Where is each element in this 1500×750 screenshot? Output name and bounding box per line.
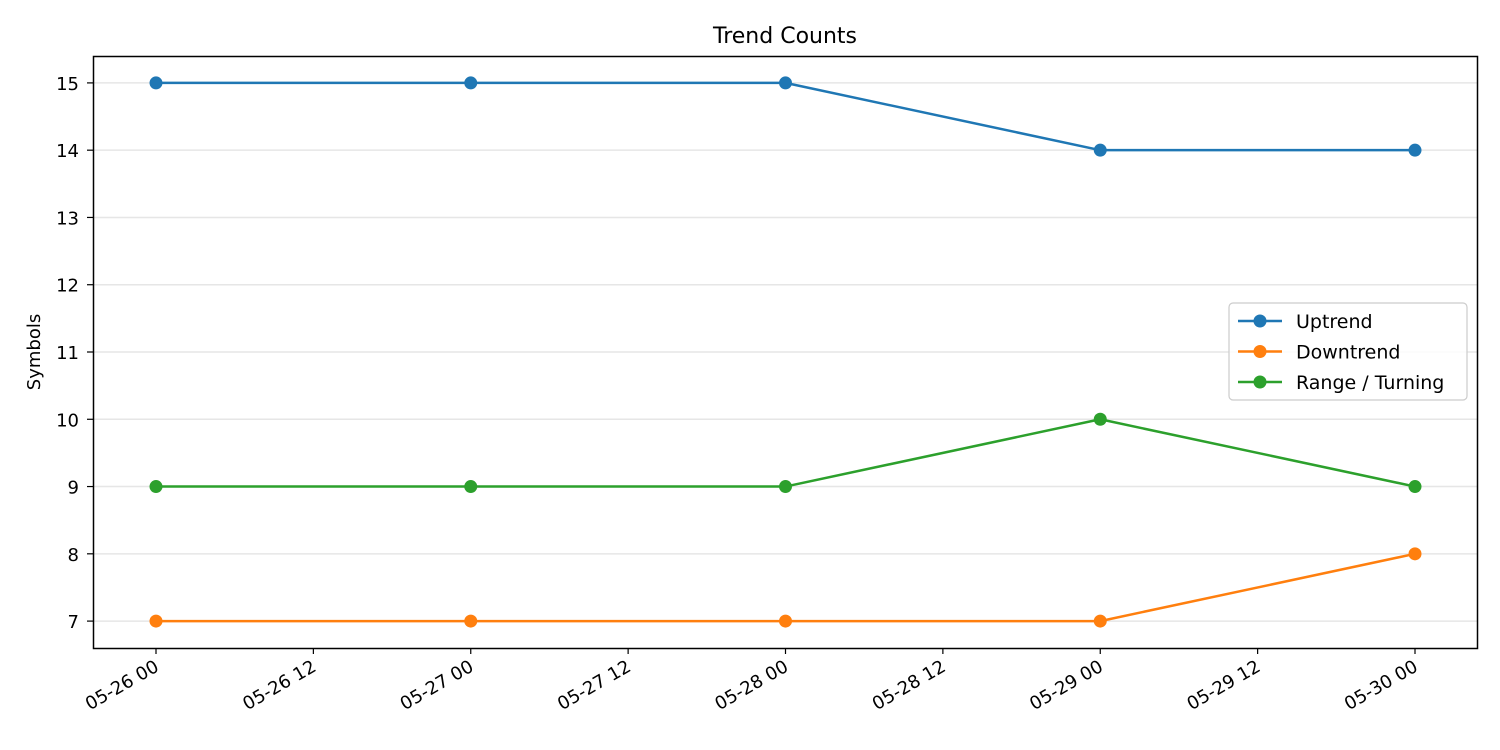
x-tick-label: 05-26 00 xyxy=(82,656,163,715)
legend-label: Range / Turning xyxy=(1296,372,1444,394)
data-point xyxy=(1408,547,1422,561)
data-point xyxy=(149,480,163,494)
y-tick-label: 15 xyxy=(56,74,79,95)
legend-swatch-marker xyxy=(1253,345,1267,358)
data-point xyxy=(464,480,478,494)
data-point xyxy=(464,614,478,628)
data-point xyxy=(464,76,478,90)
x-tick-label: 05-29 00 xyxy=(1026,656,1107,715)
series-layer xyxy=(149,76,1422,628)
x-tick-label: 05-28 00 xyxy=(711,656,792,715)
y-axis-label: Symbols xyxy=(24,314,45,390)
x-tick-label: 05-29 12 xyxy=(1184,656,1265,715)
data-point xyxy=(1408,143,1422,157)
x-tick-label: 05-27 00 xyxy=(397,656,478,715)
y-tick-label: 9 xyxy=(68,478,79,499)
y-tick-label: 12 xyxy=(56,276,79,297)
y-tick-label: 11 xyxy=(56,343,79,364)
legend-swatch-marker xyxy=(1253,314,1267,328)
y-tick-label: 13 xyxy=(56,208,79,229)
data-point xyxy=(779,76,792,90)
legend-label: Downtrend xyxy=(1296,342,1400,364)
x-tick-label: 05-30 00 xyxy=(1341,656,1422,715)
series-line xyxy=(156,552,1416,623)
data-point xyxy=(149,614,163,628)
data-point xyxy=(149,76,163,90)
chart-title: Trend Counts xyxy=(712,24,857,49)
y-tick-label: 8 xyxy=(68,545,79,566)
y-tick-label: 10 xyxy=(56,410,79,431)
axis-ticks: 7 8 9 10 11 12 13 14 15 05-26 00 05-26 12 05-27 00 0… xyxy=(56,74,1421,715)
data-point xyxy=(779,480,792,494)
legend: Uptrend Downtrend Range / Turning xyxy=(1228,302,1468,401)
series-line xyxy=(156,81,1415,152)
data-point xyxy=(1093,412,1107,426)
data-point xyxy=(1093,143,1107,157)
legend-label: Uptrend xyxy=(1296,311,1373,333)
y-tick-label: 14 xyxy=(56,141,79,162)
x-tick-label: 05-28 12 xyxy=(869,656,950,715)
series-line xyxy=(156,418,1416,488)
x-tick-label: 05-27 12 xyxy=(554,656,635,715)
legend-frame xyxy=(1228,302,1468,401)
data-point xyxy=(779,614,792,628)
legend-swatch-marker xyxy=(1253,375,1267,389)
data-point xyxy=(1408,480,1422,494)
data-point xyxy=(1093,614,1107,628)
y-tick-label: 7 xyxy=(68,612,79,633)
x-tick-label: 05-26 12 xyxy=(239,656,320,715)
